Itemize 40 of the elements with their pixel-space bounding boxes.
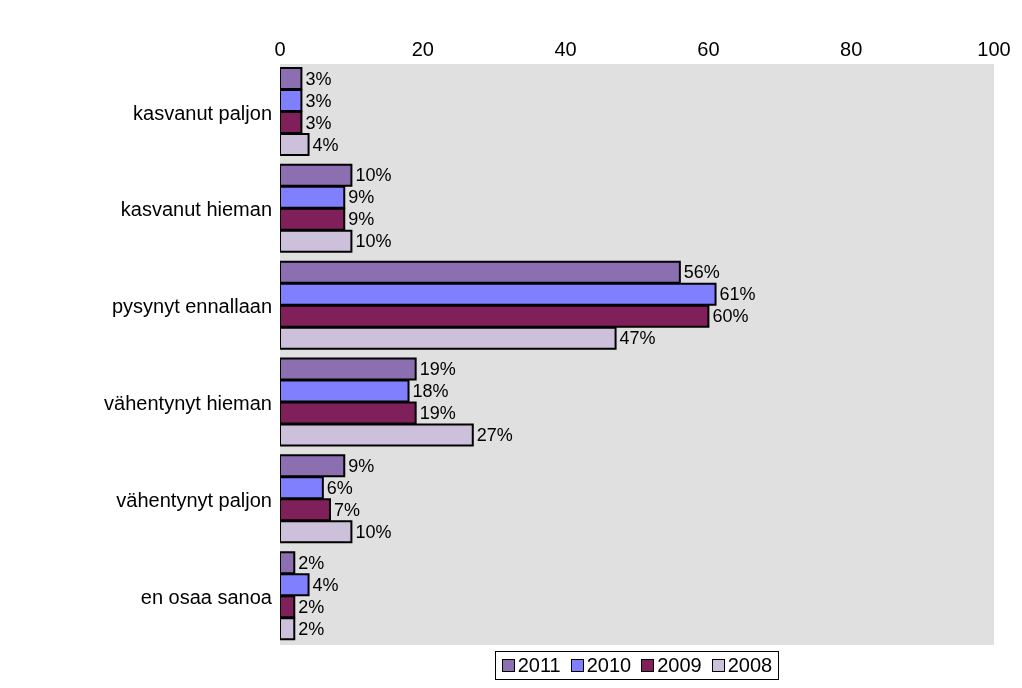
y-tick-label: vähentynyt paljon [116, 488, 272, 511]
data-label: 10% [355, 231, 392, 252]
data-label: 2% [298, 618, 325, 639]
y-tick-label: en osaa sanoa [140, 585, 273, 608]
data-label: 3% [305, 112, 332, 133]
data-label: 6% [326, 477, 353, 498]
y-tick-label: vähentynyt hieman [104, 392, 272, 415]
data-label: 9% [348, 209, 375, 230]
data-label: 3% [305, 90, 332, 111]
data-label: 19% [419, 359, 456, 379]
y-tick-label: kasvanut hieman [120, 198, 272, 221]
x-tick-label: 100 [977, 38, 1011, 60]
legend-label: 2010 [586, 654, 632, 677]
data-label: 2% [298, 552, 325, 573]
data-label: 27% [476, 425, 513, 445]
data-label: 61% [719, 284, 756, 305]
data-label: 10% [355, 165, 392, 186]
legend-label: 2008 [727, 654, 773, 677]
x-tick-label: 40 [554, 38, 577, 60]
data-label: 2% [298, 596, 325, 617]
y-tick-label: pysynyt ennallaan [111, 295, 272, 318]
data-label: 10% [355, 521, 392, 542]
legend-label: 2009 [657, 654, 702, 677]
legend-label: 2011 [517, 654, 561, 677]
data-label: 9% [348, 187, 375, 208]
data-label: 18% [412, 381, 449, 401]
data-label: 60% [712, 306, 749, 327]
x-tick-label: 20 [411, 38, 434, 60]
data-label: 4% [312, 134, 339, 155]
data-label: 4% [312, 574, 339, 595]
data-label: 3% [305, 68, 332, 89]
data-label: 56% [683, 262, 720, 283]
x-tick-label: 60 [697, 38, 720, 60]
x-tick-label: 0 [274, 38, 286, 60]
data-label: 7% [333, 499, 360, 520]
data-label: 9% [348, 455, 375, 476]
y-tick-label: kasvanut paljon [133, 101, 272, 124]
data-label: 47% [619, 328, 656, 349]
data-label: 19% [419, 403, 456, 423]
x-tick-label: 80 [840, 38, 863, 60]
